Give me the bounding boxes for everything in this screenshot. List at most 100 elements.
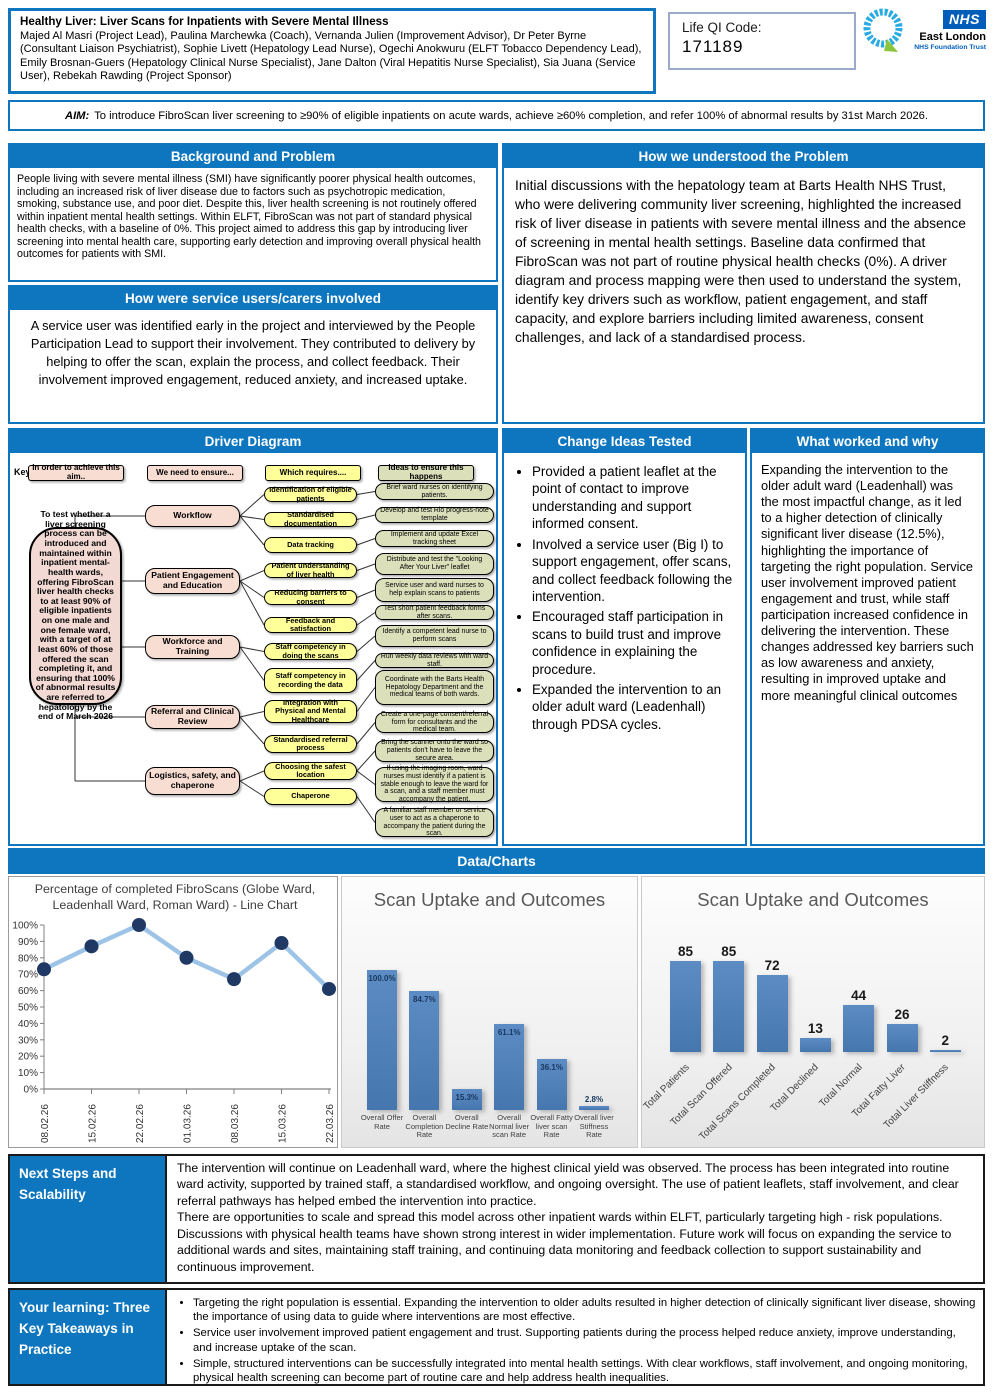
aim-label: AIM: — [64, 109, 90, 122]
svg-text:22.03.26: 22.03.26 — [325, 1104, 336, 1143]
change-ideas-panel: Change Ideas Tested Provided a patient l… — [502, 428, 747, 846]
trust-subtitle: NHS Foundation Trust — [914, 43, 986, 51]
learning-label: Your learning: Three Key Takeaways in Pr… — [10, 1290, 165, 1384]
learning-body: Targeting the right population is essent… — [165, 1290, 983, 1384]
driver-key-label: Key: — [14, 467, 34, 477]
page-title: Healthy Liver: Liver Scans for Inpatient… — [20, 15, 389, 28]
driver-idea-box: Develop and test Rio progress-note templ… — [375, 507, 494, 523]
bar-total — [886, 1024, 918, 1052]
understood-body: Initial discussions with the hepatology … — [515, 178, 966, 346]
driver-idea-box: If using the imaging room, ward nurses m… — [375, 765, 494, 803]
fibroscan-line-chart: Percentage of completed FibroScans (Glob… — [8, 876, 338, 1148]
svg-text:22.02.26: 22.02.26 — [135, 1104, 146, 1143]
svg-text:60%: 60% — [18, 986, 38, 997]
bar-rate — [409, 991, 440, 1110]
bar-total — [799, 1038, 831, 1052]
driver-secondary-box: Integration with Physical and Mental Hea… — [264, 698, 357, 723]
driver-idea-box: Implement and update Excel tracking shee… — [375, 530, 494, 547]
background-panel: Background and Problem People living wit… — [8, 143, 498, 282]
bar-value-label: 72 — [764, 957, 780, 973]
driver-key-box: Ideas to ensure this happens — [378, 463, 474, 481]
aim-text: To introduce FibroScan liver screening t… — [94, 109, 928, 122]
what-worked-panel: What worked and why Expanding the interv… — [750, 428, 985, 846]
line-chart-plot: 0% 10% 20% 30% 40% 50% 60% 70% 80% 90% 100% 08.02.2… — [12, 918, 336, 1143]
bar-category-label: Total Declined — [768, 1062, 822, 1115]
life-qi-label: Life QI Code: — [682, 20, 762, 35]
change-ideas-title: Change Ideas Tested — [504, 430, 745, 453]
understood-title: How we understood the Problem — [504, 145, 983, 168]
bar-category-label: Total Liver Stiffness — [882, 1062, 952, 1131]
nhs-logo-icon: NHS — [942, 10, 986, 29]
driver-aim-bubble: To test whether a liver screening proces… — [29, 509, 122, 721]
svg-text:08.03.26: 08.03.26 — [230, 1104, 241, 1143]
bar-total — [756, 974, 788, 1052]
header-box: Healthy Liver: Liver Scans for Inpatient… — [8, 8, 656, 94]
driver-primary-box: Patient Engagement and Education — [145, 568, 240, 594]
bar-value-label: 61.1% — [497, 1028, 521, 1038]
driver-secondary-box: Data tracking — [264, 537, 357, 553]
team-list: Majed Al Masri (Project Lead), Paulina M… — [20, 29, 642, 83]
svg-text:50%: 50% — [18, 1003, 38, 1014]
bar-value-label: 85 — [677, 944, 694, 960]
scan-rates-bar-chart: Scan Uptake and Outcomes 100.0% Overall O… — [341, 876, 638, 1148]
bar-value-label: 2.8% — [584, 1095, 604, 1105]
driver-diagram-panel: Driver Diagram Key: In order to achieve … — [8, 428, 498, 846]
bar2-title: Scan Uptake and Outcomes — [697, 889, 929, 910]
svg-text:08.02.26: 08.02.26 — [40, 1104, 51, 1143]
svg-text:30%: 30% — [18, 1035, 38, 1046]
learning-bullet: Simple, structured interventions can be … — [193, 1357, 977, 1385]
service-users-panel: How were service users/carers involved A… — [8, 285, 498, 424]
bar-total — [713, 961, 745, 1052]
bar-category-label: Overall Offer Rate — [360, 1113, 404, 1131]
svg-text:15.03.26: 15.03.26 — [278, 1104, 289, 1143]
svg-text:20%: 20% — [18, 1052, 38, 1063]
learning-bullet: Service user involvement improved patien… — [193, 1326, 977, 1354]
driver-idea-box: Test short patient feedback forms after … — [375, 605, 494, 620]
aim-statement: AIM: To introduce FibroScan liver screen… — [8, 100, 985, 131]
understood-panel: How we understood the Problem Initial di… — [502, 143, 985, 424]
data-charts-band: Data/Charts — [8, 848, 985, 874]
driver-secondary-box: Reducing barriers to consent — [264, 589, 357, 605]
bar-value-label: 26 — [894, 1007, 910, 1023]
driver-idea-box: Create a one-page consent/referral form … — [375, 711, 494, 733]
bar-category-label: Overall Completion Rate — [405, 1113, 444, 1140]
driver-secondary-box: Feedback and satisfaction — [264, 616, 357, 633]
driver-secondary-box: Staff competency in doing the scans — [264, 643, 357, 660]
nhs-logo: NHS East London NHS Foundation Trust — [906, 10, 986, 51]
bar-category-label: Overall Fatty liver scan Rate — [530, 1113, 573, 1140]
driver-primary-box: Workforce and Training — [145, 635, 240, 659]
svg-text:100%: 100% — [12, 921, 38, 932]
bar-category-label: Overall Normal liver scan Rate — [489, 1113, 530, 1140]
driver-primary-box: Workflow — [145, 505, 240, 527]
bar-category-label: Total Scans Completed — [697, 1062, 778, 1143]
bar-rate — [494, 1024, 525, 1110]
what-worked-title: What worked and why — [752, 430, 983, 453]
life-qi-box: Life QI Code: 171189 — [668, 12, 856, 70]
life-qi-code: 171189 — [682, 37, 744, 56]
change-idea-bullet: Involved a service user (Big I) to suppo… — [532, 536, 741, 606]
line-chart-title: Percentage of completed FibroScans (Glob… — [34, 882, 316, 912]
bar1-title: Scan Uptake and Outcomes — [373, 889, 606, 910]
svg-text:70%: 70% — [18, 970, 38, 981]
driver-idea-box: Bring the scanner onto the ward so patie… — [375, 739, 494, 762]
svg-text:0%: 0% — [24, 1085, 39, 1096]
driver-secondary-box: Chaperone — [264, 788, 357, 805]
bar-rate — [536, 1059, 567, 1110]
bar-rate — [579, 1106, 609, 1110]
trust-name: East London — [919, 31, 986, 43]
bar-value-label: 84.7% — [413, 995, 436, 1005]
scan-totals-bar-chart: Scan Uptake and Outcomes 85 Total Patient… — [641, 876, 985, 1148]
driver-key-box: In order to achieve this aim.. — [28, 463, 124, 481]
bar-value-label: 44 — [851, 987, 867, 1003]
bar-category-label: Total Normal — [816, 1062, 865, 1110]
service-users-title: How were service users/carers involved — [10, 287, 496, 310]
driver-secondary-box: Choosing the safest location — [264, 762, 357, 780]
driver-primary-box: Logistics, safety, and chaperone — [145, 767, 240, 795]
driver-idea-box: Run weekly data reviews with ward staff. — [375, 653, 494, 668]
bar-rate — [451, 1088, 482, 1110]
bar-category-label: Total Scan Offered — [668, 1062, 735, 1129]
change-idea-bullet: Expanded the intervention to an older ad… — [532, 681, 741, 733]
driver-idea-box: A familiar staff member or service user … — [375, 807, 494, 837]
bar-total — [929, 1049, 961, 1052]
